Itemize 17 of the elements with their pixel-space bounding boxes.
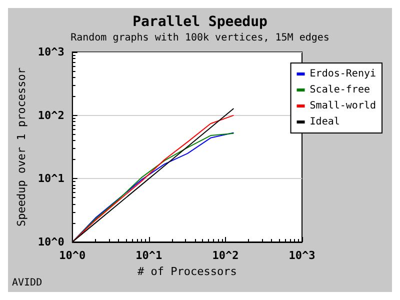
chart-subtitle: Random graphs with 100k vertices, 15M edges — [70, 32, 330, 44]
y-tick-label: 10^2 — [38, 108, 64, 122]
y-tick-label: 10^1 — [38, 172, 65, 186]
x-tick-label: 10^1 — [136, 249, 163, 262]
chart-title: Parallel Speedup — [132, 14, 268, 30]
legend-label: Small-world — [310, 100, 376, 112]
y-axis-title: Speedup over 1 processor — [15, 67, 28, 226]
x-axis-title: # of Processors — [138, 264, 237, 278]
text: AVIDD — [12, 278, 42, 288]
legend-label: Ideal — [310, 116, 340, 128]
y-tick-label: 10^3 — [38, 46, 64, 58]
legend-label: Scale-free — [310, 84, 370, 96]
x-tick-label: 10^2 — [212, 249, 239, 262]
x-tick-label: 10^0 — [59, 249, 86, 262]
y-tick-label: 10^0 — [38, 236, 64, 248]
x-tick-label: 10^3 — [288, 249, 316, 262]
legend-label: Erdos-Renyi — [310, 68, 376, 80]
